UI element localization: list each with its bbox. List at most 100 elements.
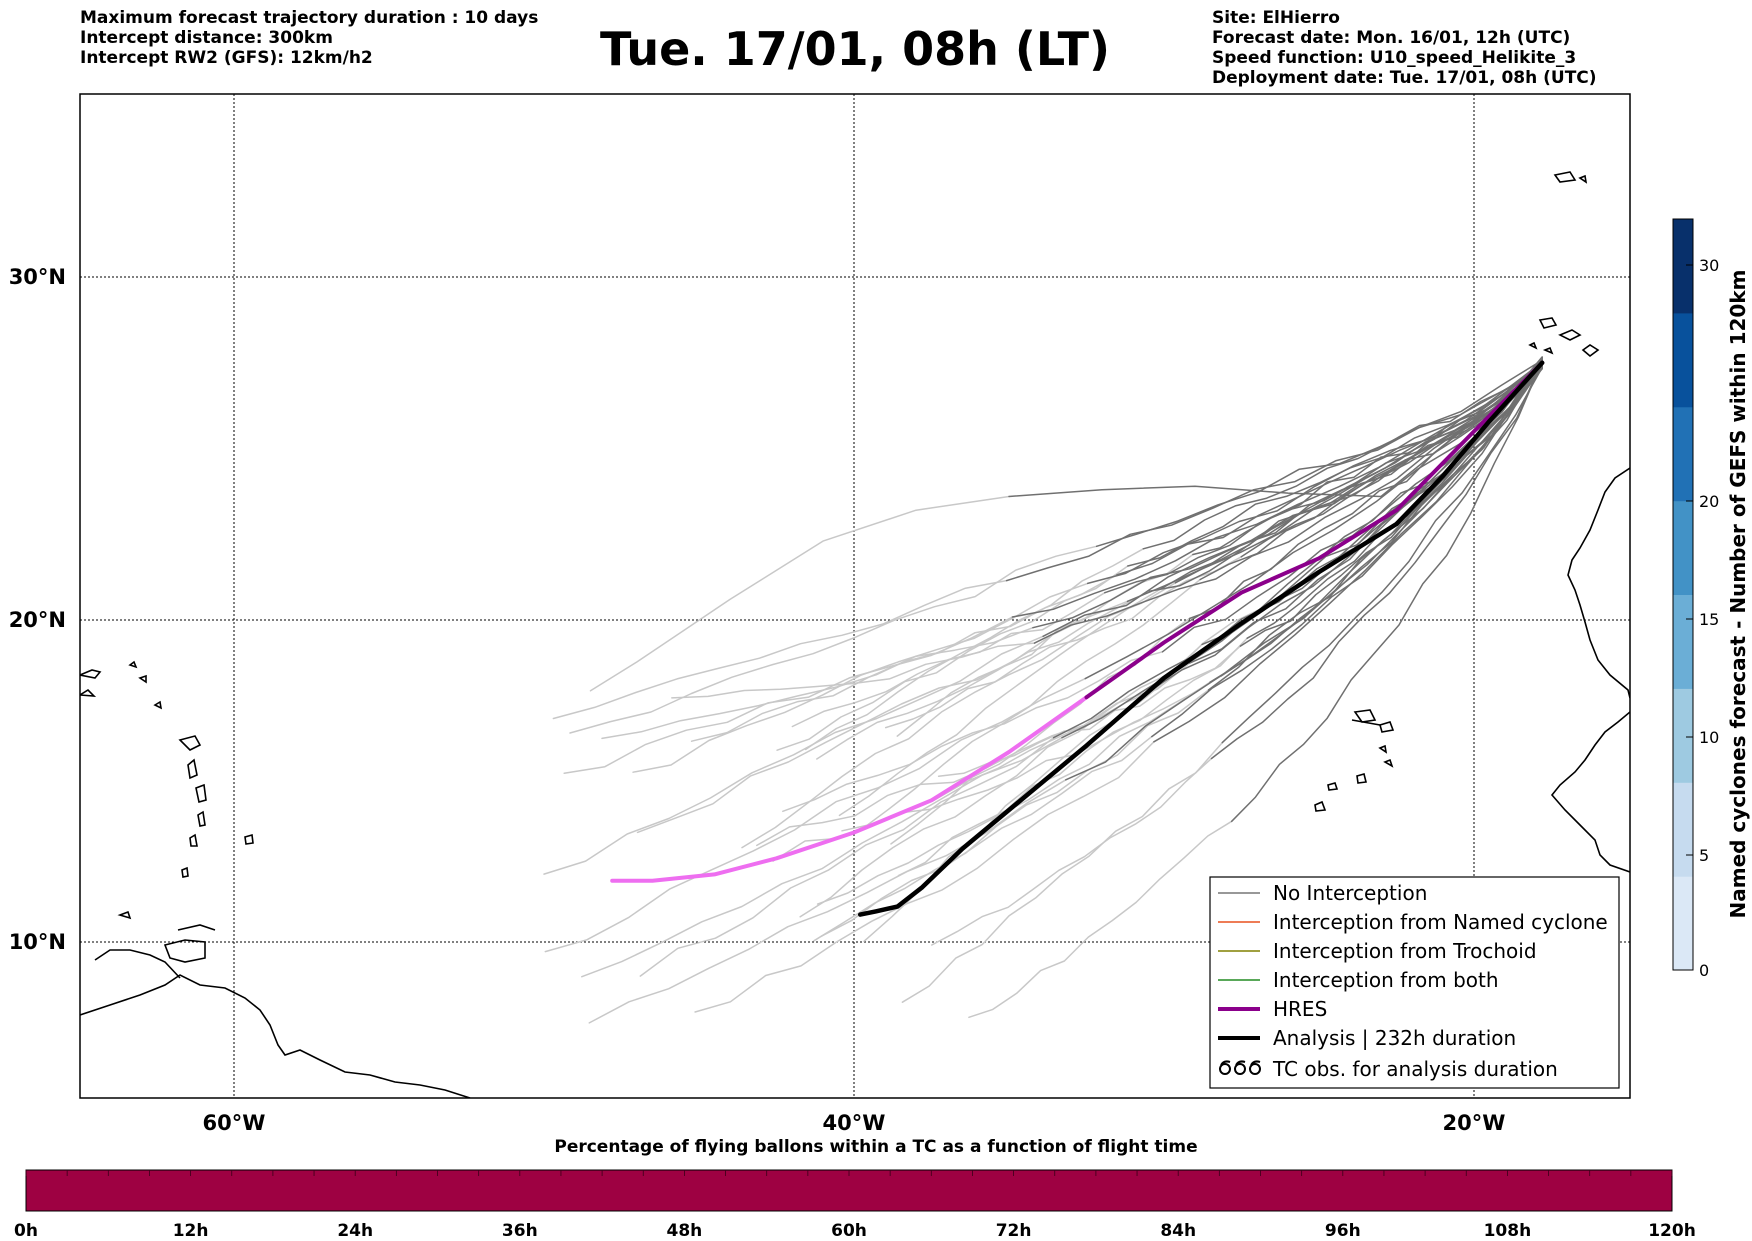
island-grenada (181, 866, 189, 878)
ensemble-trajectory-early (632, 582, 1089, 773)
legend-label: Interception from Trochoid (1273, 939, 1537, 963)
right-colorbar-segment (1673, 312, 1693, 408)
lon-tick-label: 20°W (1443, 1111, 1506, 1135)
island-cape-verde-6 (1356, 773, 1367, 784)
ensemble-trajectory-late (1239, 365, 1543, 647)
ensemble-trajectory-late (1153, 357, 1543, 743)
legend-item-hres: HRES (1218, 997, 1327, 1021)
ensemble-trajectory-early (588, 779, 1067, 1024)
ensemble-trajectory-early (544, 677, 1087, 953)
right-colorbar-segment (1673, 500, 1693, 595)
island-trinidad (163, 939, 206, 963)
lon-tick-label: 60°W (203, 1111, 266, 1135)
right-colorbar-label: Named cyclones forecast - Number of GEFS… (1726, 270, 1750, 919)
legend-item-no-interception: No Interception (1218, 881, 1427, 905)
ensemble-trajectory-early (741, 582, 1177, 849)
hres-trajectory-late (1084, 360, 1545, 700)
header-right-line: Deployment date: Tue. 17/01, 08h (UTC) (1212, 68, 1597, 88)
island-cape-verde-8 (1314, 800, 1327, 812)
bottom-colorbar-title: Percentage of flying ballons within a TC… (554, 1137, 1198, 1157)
island-lesser-antilles-2 (80, 688, 97, 697)
island-martinique (195, 783, 207, 804)
ensemble-trajectory-late (1210, 359, 1543, 760)
ensemble-trajectory-early (813, 689, 1210, 942)
island-small-1 (128, 660, 138, 669)
ensemble-trajectory-late (1065, 358, 1543, 781)
ensemble-trajectory-late (1086, 362, 1543, 585)
map-legend: No Interception Interception from Named … (1209, 876, 1620, 1089)
ensemble-trajectory-early (639, 736, 1055, 977)
island-st-vincent (189, 833, 198, 847)
lat-tick-label: 30°N (9, 265, 66, 289)
bottom-colorbar-tick: 72h (996, 1221, 1032, 1241)
legend-item-tc-obs: TC obs. for analysis duration (1219, 1057, 1558, 1081)
ensemble-trajectory-early (884, 556, 1243, 729)
right-colorbar-tick: 15 (1699, 610, 1719, 629)
bottom-colorbar-tick: 0h (14, 1221, 38, 1241)
ensemble-trajectory-early (589, 495, 1010, 692)
legend-box (1209, 876, 1620, 1089)
header-left-info: Maximum forecast trajectory duration : 1… (80, 8, 538, 68)
cyclone-symbol-icon (1219, 1060, 1261, 1075)
right-colorbar-tick: 20 (1699, 492, 1719, 511)
ensemble-trajectory-early (552, 579, 1008, 720)
island-small-3 (153, 700, 163, 710)
coast-venezuela-peninsula (94, 949, 181, 979)
ensemble-trajectory-early (816, 590, 1151, 760)
bottom-colorbar-tick: 84h (1160, 1221, 1196, 1241)
header-left-line: Intercept distance: 300km (80, 28, 333, 48)
bottom-colorbar-tick: 108h (1484, 1221, 1532, 1241)
island-dominica (187, 758, 198, 780)
island-canaries-1 (1538, 317, 1558, 329)
map-title: Tue. 17/01, 08h (LT) (600, 22, 1110, 76)
ensemble-trajectory-late (1148, 367, 1543, 593)
right-colorbar-segment (1673, 688, 1693, 783)
island-st-lucia (197, 810, 206, 827)
bottom-colorbar-bar (25, 1169, 1673, 1212)
island-small-4 (117, 910, 132, 920)
right-colorbar: 0 5 10 15 20 30 Named cyclones forecast … (1672, 218, 1750, 980)
right-colorbar-tick: 10 (1699, 728, 1719, 747)
header-left-line: Maximum forecast trajectory duration : 1… (80, 8, 539, 28)
coast-africa-south (1550, 711, 1630, 873)
ensemble-trajectory-early (694, 741, 1155, 1013)
right-colorbar-tick: 0 (1699, 961, 1709, 980)
ensemble-trajectory-early (601, 626, 1034, 740)
lat-tick-label: 10°N (9, 930, 66, 954)
ensemble-trajectory-early (838, 587, 1163, 817)
ensemble-trajectories-late (1005, 356, 1543, 823)
ensemble-trajectory-early (569, 545, 1098, 734)
lon-tick-label: 40°W (823, 1111, 886, 1135)
ensemble-trajectory-late (1095, 359, 1543, 548)
island-canaries-5 (1528, 341, 1538, 350)
ensemble-trajectory-early (636, 600, 1129, 834)
island-cape-verde-4 (1378, 744, 1388, 754)
legend-item-analysis: Analysis | 232h duration (1218, 1026, 1516, 1050)
ensemble-trajectory-late (1230, 360, 1543, 823)
analysis-trajectory (857, 360, 1545, 917)
ensemble-trajectory-late (1008, 362, 1543, 498)
bottom-colorbar-minor-ticks (25, 1170, 1673, 1176)
island-cape-verde-7 (1327, 782, 1339, 791)
ensemble-trajectory-early (782, 651, 1164, 813)
ensemble-trajectory-late (1126, 362, 1543, 603)
coast-africa (1567, 467, 1630, 699)
legend-label: Analysis | 232h duration (1273, 1026, 1516, 1050)
right-colorbar-frame (1672, 218, 1694, 971)
right-colorbar-tick: 5 (1699, 846, 1709, 865)
bottom-colorbar-tick: 24h (337, 1221, 373, 1241)
island-barbados (244, 833, 254, 845)
bottom-colorbar-tick: 12h (173, 1221, 209, 1241)
legend-label: Interception from both (1273, 968, 1499, 992)
island-madeira (1553, 171, 1577, 183)
ensemble-trajectory-early (931, 757, 1213, 946)
right-colorbar-tick: 30 (1699, 256, 1719, 275)
legend-label: HRES (1273, 997, 1327, 1021)
right-colorbar-segment (1673, 594, 1693, 689)
island-cape-verde-2 (1379, 721, 1395, 733)
bottom-colorbar-tick: 96h (1325, 1221, 1361, 1241)
header-right-line: Forecast date: Mon. 16/01, 12h (UTC) (1212, 28, 1571, 48)
ensemble-trajectory-late (1221, 366, 1543, 744)
coast-gulf-paria (177, 924, 216, 931)
